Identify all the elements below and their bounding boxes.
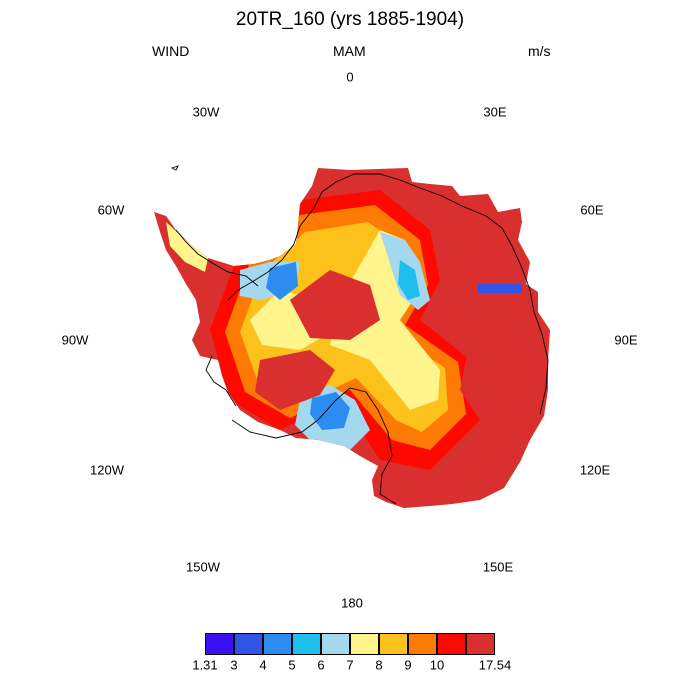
variable-label: WIND xyxy=(152,43,190,59)
colorbar-swatch xyxy=(234,633,263,655)
colorbar-label: 6 xyxy=(317,657,325,673)
colorbar-swatch xyxy=(321,633,350,655)
lon-label-150e: 150E xyxy=(482,559,514,575)
season-label: MAM xyxy=(333,43,366,59)
colorbar-swatch xyxy=(263,633,292,655)
colorbar-swatch xyxy=(466,633,495,655)
colorbar-swatch xyxy=(205,633,234,655)
colorbar-label: 8 xyxy=(375,657,383,673)
lon-label-180: 180 xyxy=(341,595,363,611)
colorbar-label: 4 xyxy=(259,657,267,673)
colorbar-swatch xyxy=(408,633,437,655)
colorbar-swatch xyxy=(350,633,379,655)
lon-label-150w: 150W xyxy=(186,559,220,575)
colorbar-label: 10 xyxy=(429,657,445,673)
colorbar-label: 9 xyxy=(404,657,412,673)
lon-label-90e: 90E xyxy=(614,332,638,348)
lon-label-30e: 30E xyxy=(483,104,507,120)
lon-label-120w: 120W xyxy=(90,462,124,478)
colorbar-label: 3 xyxy=(230,657,238,673)
map-field xyxy=(154,168,550,508)
coastline xyxy=(170,165,549,505)
lon-label-30w: 30W xyxy=(192,104,220,120)
lon-label-60w: 60W xyxy=(97,202,125,218)
units-label: m/s xyxy=(528,43,551,59)
colorbar-label: 7 xyxy=(346,657,354,673)
colorbar-swatch xyxy=(379,633,408,655)
colorbar-swatch xyxy=(437,633,466,655)
lon-label-120e: 120E xyxy=(579,462,611,478)
colorbar-label: 1.31 xyxy=(192,657,218,673)
colorbar-label: 5 xyxy=(288,657,296,673)
colorbar-label: 17.54 xyxy=(478,657,512,673)
lon-label-90w: 90W xyxy=(61,332,89,348)
lon-label-0: 0 xyxy=(346,69,354,85)
map-title: 20TR_160 (yrs 1885-1904) xyxy=(235,9,465,30)
lon-label-60e: 60E xyxy=(580,202,604,218)
colorbar-swatch xyxy=(292,633,321,655)
